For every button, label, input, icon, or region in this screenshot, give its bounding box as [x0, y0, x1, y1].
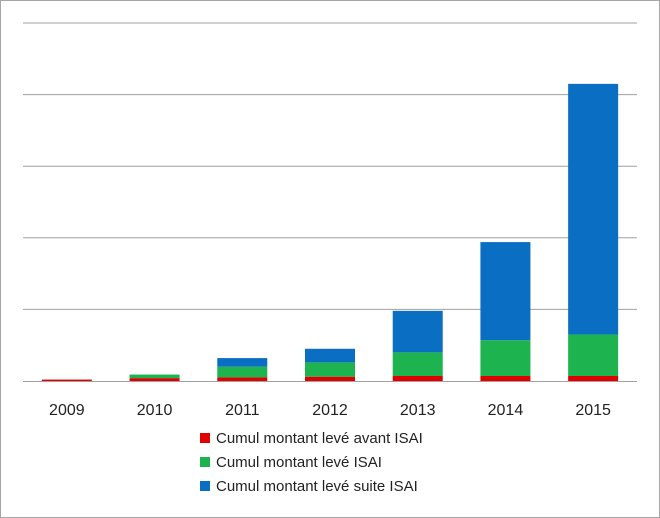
bar-2015-series-2 — [568, 83, 619, 335]
legend: Cumul montant levé avant ISAI Cumul monta… — [200, 430, 423, 495]
x-axis: 2009 2010 2011 2012 2013 2014 2015 — [23, 381, 637, 419]
bar-2014-series-2 — [480, 242, 531, 341]
bar-2009-series-0 — [41, 379, 92, 381]
x-tick-label-2014: 2014 — [488, 402, 524, 419]
legend-label-2: Cumul montant levé suite ISAI — [216, 478, 418, 495]
bar-2011-series-0 — [217, 377, 268, 381]
bar-2010-series-1 — [129, 374, 180, 379]
legend-label-1: Cumul montant levé ISAI — [216, 454, 382, 471]
x-tick-label-2011: 2011 — [225, 402, 260, 419]
x-tick-label-2013: 2013 — [400, 402, 436, 419]
x-tick-label-2010: 2010 — [137, 402, 173, 419]
bar-2012-series-0 — [305, 376, 355, 381]
bar-2011-series-2 — [217, 358, 268, 367]
x-tick-label-2015: 2015 — [575, 402, 611, 419]
x-tick-label-2009: 2009 — [49, 402, 85, 419]
bar-2013-series-0 — [392, 375, 443, 381]
bar-2012-series-2 — [305, 348, 355, 363]
x-tick-label-2012: 2012 — [312, 402, 348, 419]
legend-swatch-2 — [200, 481, 210, 491]
bar-2010-series-0 — [129, 378, 180, 381]
bar-2014-series-1 — [480, 340, 531, 376]
gridlines — [23, 22, 637, 310]
bar-2013-series-1 — [392, 352, 443, 376]
bars — [41, 83, 619, 381]
legend-swatch-0 — [200, 433, 210, 443]
legend-label-0: Cumul montant levé avant ISAI — [216, 430, 423, 447]
bar-2011-series-1 — [217, 366, 268, 378]
bar-2015-series-0 — [568, 375, 619, 381]
bar-2012-series-1 — [305, 362, 355, 377]
bar-2015-series-1 — [568, 334, 619, 376]
bar-2014-series-0 — [480, 375, 531, 381]
legend-swatch-1 — [200, 457, 210, 467]
bar-2013-series-2 — [392, 310, 443, 353]
